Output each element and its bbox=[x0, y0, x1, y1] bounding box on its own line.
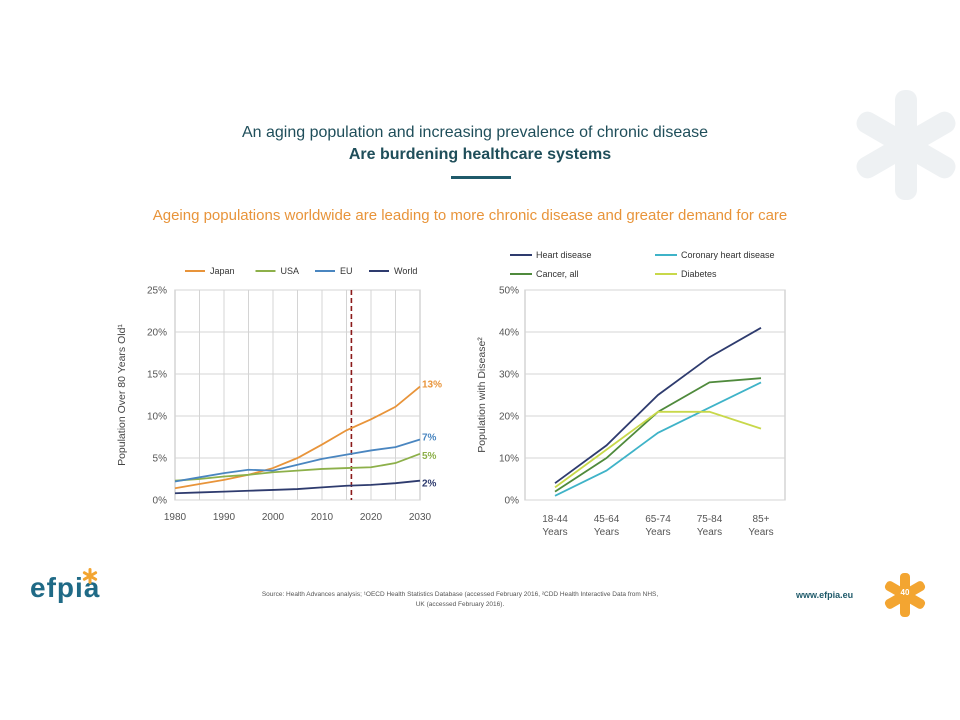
y-tick-label: 5% bbox=[153, 454, 168, 465]
y-tick-label: 25% bbox=[147, 286, 167, 297]
x-tick-label: 2010 bbox=[311, 512, 334, 523]
website-link[interactable]: www.efpia.eu bbox=[796, 590, 854, 600]
x-tick-label: 65-74 bbox=[645, 514, 671, 525]
x-tick-label: 45-64 bbox=[594, 514, 620, 525]
y-tick-label: 15% bbox=[147, 370, 167, 381]
slide-subtitle: Ageing populations worldwide are leading… bbox=[152, 207, 788, 224]
x-tick-label: Years bbox=[748, 527, 773, 538]
legend-label: Coronary heart disease bbox=[681, 250, 775, 260]
end-value-label: 7% bbox=[422, 433, 437, 444]
y-tick-label: 20% bbox=[499, 412, 519, 423]
end-value-label: 2% bbox=[422, 479, 437, 490]
x-tick-label: 2020 bbox=[360, 512, 383, 523]
legend-label: EU bbox=[340, 266, 353, 276]
y-axis-label: Population with Disease² bbox=[476, 337, 488, 453]
y-tick-label: 10% bbox=[499, 454, 519, 465]
x-tick-label: 85+ bbox=[753, 514, 770, 525]
series-line bbox=[174, 479, 421, 495]
y-tick-label: 30% bbox=[499, 370, 519, 381]
x-tick-label: Years bbox=[645, 527, 670, 538]
x-tick-label: 1990 bbox=[213, 512, 236, 523]
chronic-disease-chart: 0% 10% 20% 30% 40% 50% 18-44 Years 45-64 Years 65-… bbox=[476, 250, 786, 538]
x-tick-label: Years bbox=[594, 527, 619, 538]
source-note: Source: Health Advances analysis; ¹OECD … bbox=[200, 590, 720, 610]
legend-label: Heart disease bbox=[536, 250, 592, 260]
x-tick-label: 2030 bbox=[409, 512, 432, 523]
y-tick-label: 50% bbox=[499, 286, 519, 297]
efpia-logo[interactable]: efpia bbox=[30, 568, 100, 604]
source-line-1: Source: Health Advances analysis; ¹OECD … bbox=[261, 591, 659, 598]
y-tick-label: 20% bbox=[147, 328, 167, 339]
aging-population-chart: 0% 5% 10% 15% 20% 25% 1980 1990 2000 2010 2020 2030… bbox=[116, 266, 442, 523]
x-tick-label: 75-84 bbox=[697, 514, 723, 525]
x-tick-label: Years bbox=[542, 527, 567, 538]
page-badge: 40 bbox=[878, 573, 932, 617]
y-tick-label: 0% bbox=[153, 496, 168, 507]
series-line bbox=[554, 327, 762, 484]
series-line bbox=[554, 410, 762, 489]
slide-title: An aging population and increasing preva… bbox=[241, 124, 709, 141]
x-tick-label: 18-44 bbox=[542, 514, 568, 525]
y-tick-label: 10% bbox=[147, 412, 167, 423]
title-divider bbox=[451, 176, 511, 179]
y-tick-label: 40% bbox=[499, 328, 519, 339]
legend-label: Japan bbox=[210, 266, 235, 276]
end-value-label: 5% bbox=[422, 451, 437, 462]
x-tick-label: Years bbox=[697, 527, 722, 538]
asterisk-watermark-icon bbox=[856, 90, 956, 200]
source-line-2: UK (accessed February 2016). bbox=[415, 601, 505, 608]
series-line bbox=[554, 381, 762, 497]
y-axis-label: Population Over 80 Years Old¹ bbox=[116, 324, 128, 466]
asterisk-badge-icon bbox=[884, 573, 926, 617]
y-tick-label: 0% bbox=[505, 496, 520, 507]
end-value-label: 13% bbox=[422, 380, 442, 391]
series-line bbox=[174, 438, 421, 483]
legend-label: Diabetes bbox=[681, 269, 717, 279]
page-number: 40 bbox=[900, 588, 910, 597]
series-line bbox=[174, 385, 421, 490]
series-line bbox=[174, 452, 421, 482]
legend-label: USA bbox=[281, 266, 300, 276]
slide-title-emphasis: Are burdening healthcare systems bbox=[348, 146, 612, 163]
legend-label: Cancer, all bbox=[536, 269, 579, 279]
x-tick-label: 1980 bbox=[164, 512, 187, 523]
legend-label: World bbox=[394, 266, 417, 276]
x-tick-label: 2000 bbox=[262, 512, 285, 523]
plot-area bbox=[524, 289, 786, 501]
asterisk-logo-icon bbox=[82, 568, 98, 584]
